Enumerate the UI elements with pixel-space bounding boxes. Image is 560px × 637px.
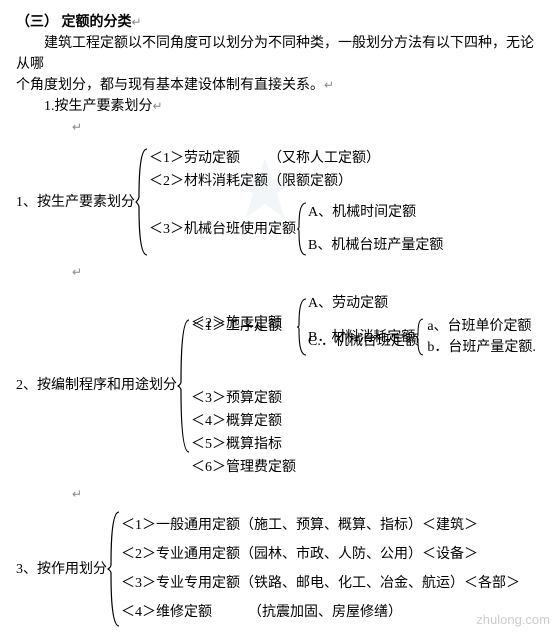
section-1-label: 1、按生产要素划分 xyxy=(16,192,135,213)
sub-heading-text: 1.按生产要素划分 xyxy=(44,99,153,114)
blank-marker: ↵ xyxy=(72,484,544,505)
sub-2cb: b．台班产量定额. xyxy=(427,337,536,358)
section-3-label: 3、按作用划分 xyxy=(16,559,107,580)
item-2-4: ＜4＞概算定额 xyxy=(191,411,544,432)
intro-line-1: 建筑工程定额以不同角度可以划分为不同种类，一般划分方法有以下四种，无论从哪 xyxy=(16,36,534,72)
section-3: 3、按作用划分 ＜1＞一般通用定额（施工、预算、概算、指标）＜建筑＞ ＜2＞专业… xyxy=(16,513,544,625)
sub-heading: 1.按生产要素划分↵ xyxy=(44,96,544,117)
item-3-3: ＜3＞专业专用定额（铁路、邮电、化工、冶金、航运）＜各部＞ xyxy=(121,573,544,594)
section-2: 2、按编制程序和用途划分 ＜1＞工序定额 A、劳动定额 B．材料消耗定额 xyxy=(16,291,544,480)
intro-line-2: 个角度划分，都与现有基本建设体制有直接关系。 xyxy=(16,78,324,93)
para-marker: ↵ xyxy=(132,15,142,29)
sub-2a: A、劳动定额 xyxy=(308,293,536,314)
item-2-5: ＜5＞概算指标 xyxy=(191,434,544,455)
section-3-content: ＜1＞一般通用定额（施工、预算、概算、指标）＜建筑＞ ＜2＞专业通用定额（园林、… xyxy=(121,513,544,625)
item-1-1: ＜1＞劳动定额 （又称人工定额） xyxy=(149,148,544,169)
section-1-content: ＜1＞劳动定额 （又称人工定额） ＜2＞材料消耗定额（限额定额） ＜3＞机械台班… xyxy=(149,146,544,258)
item-3-1: ＜1＞一般通用定额（施工、预算、概算、指标）＜建筑＞ xyxy=(121,515,544,536)
item-2-6: ＜6＞管理费定额 xyxy=(191,457,544,478)
sub-1-3: A、机械时间定额 B、机械台班产量定额 xyxy=(308,202,443,256)
item-3-4: ＜4＞维修定额 （抗震加固、房屋修缮） xyxy=(121,602,544,623)
item-2-2: ＜2＞施工定额 xyxy=(191,313,282,334)
section-2-content: ＜1＞工序定额 A、劳动定额 B．材料消耗定额 a、台班单价 xyxy=(191,291,544,480)
sub-2-nested: A、劳动定额 B．材料消耗定额 a、台班单价定额 b．台班产量定额. C.．机械… xyxy=(308,293,536,360)
section-1: 1、按生产要素划分 ＜1＞劳动定额 （又称人工定额） ＜2＞材料消耗定额（限额定… xyxy=(16,146,544,258)
para-marker: ↵ xyxy=(153,99,163,113)
item-1-3: ＜3＞机械台班使用定额 A、机械时间定额 B、机械台班产量定额 xyxy=(149,202,544,256)
sub-2-deep: a、台班单价定额 b．台班产量定额. xyxy=(427,316,536,358)
sub-2ca: a、台班单价定额 xyxy=(427,316,536,337)
item-2-3: ＜3＞预算定额 xyxy=(191,388,544,409)
section-heading: （三） 定额的分类↵ xyxy=(16,12,544,33)
intro-paragraph-2: 个角度划分，都与现有基本建设体制有直接关系。↵ xyxy=(16,75,544,96)
sub-1-3a: A、机械时间定额 xyxy=(308,202,443,223)
blank-marker: ↵ xyxy=(72,117,544,138)
sub-1-3b: B、机械台班产量定额 xyxy=(308,235,443,256)
para-marker: ↵ xyxy=(324,78,334,92)
blank-marker: ↵ xyxy=(72,262,544,283)
section-2-label: 2、按编制程序和用途划分 xyxy=(16,375,177,396)
intro-paragraph: 建筑工程定额以不同角度可以划分为不同种类，一般划分方法有以下四种，无论从哪 xyxy=(16,33,544,75)
item-3-2: ＜2＞专业通用定额（园林、市政、人防、公用）＜设备＞ xyxy=(121,544,544,565)
heading-text: （三） 定额的分类 xyxy=(16,15,132,30)
sub-2c: C.．机械台班定额 xyxy=(308,331,419,352)
item-1-2: ＜2＞材料消耗定额（限额定额） xyxy=(149,171,544,192)
